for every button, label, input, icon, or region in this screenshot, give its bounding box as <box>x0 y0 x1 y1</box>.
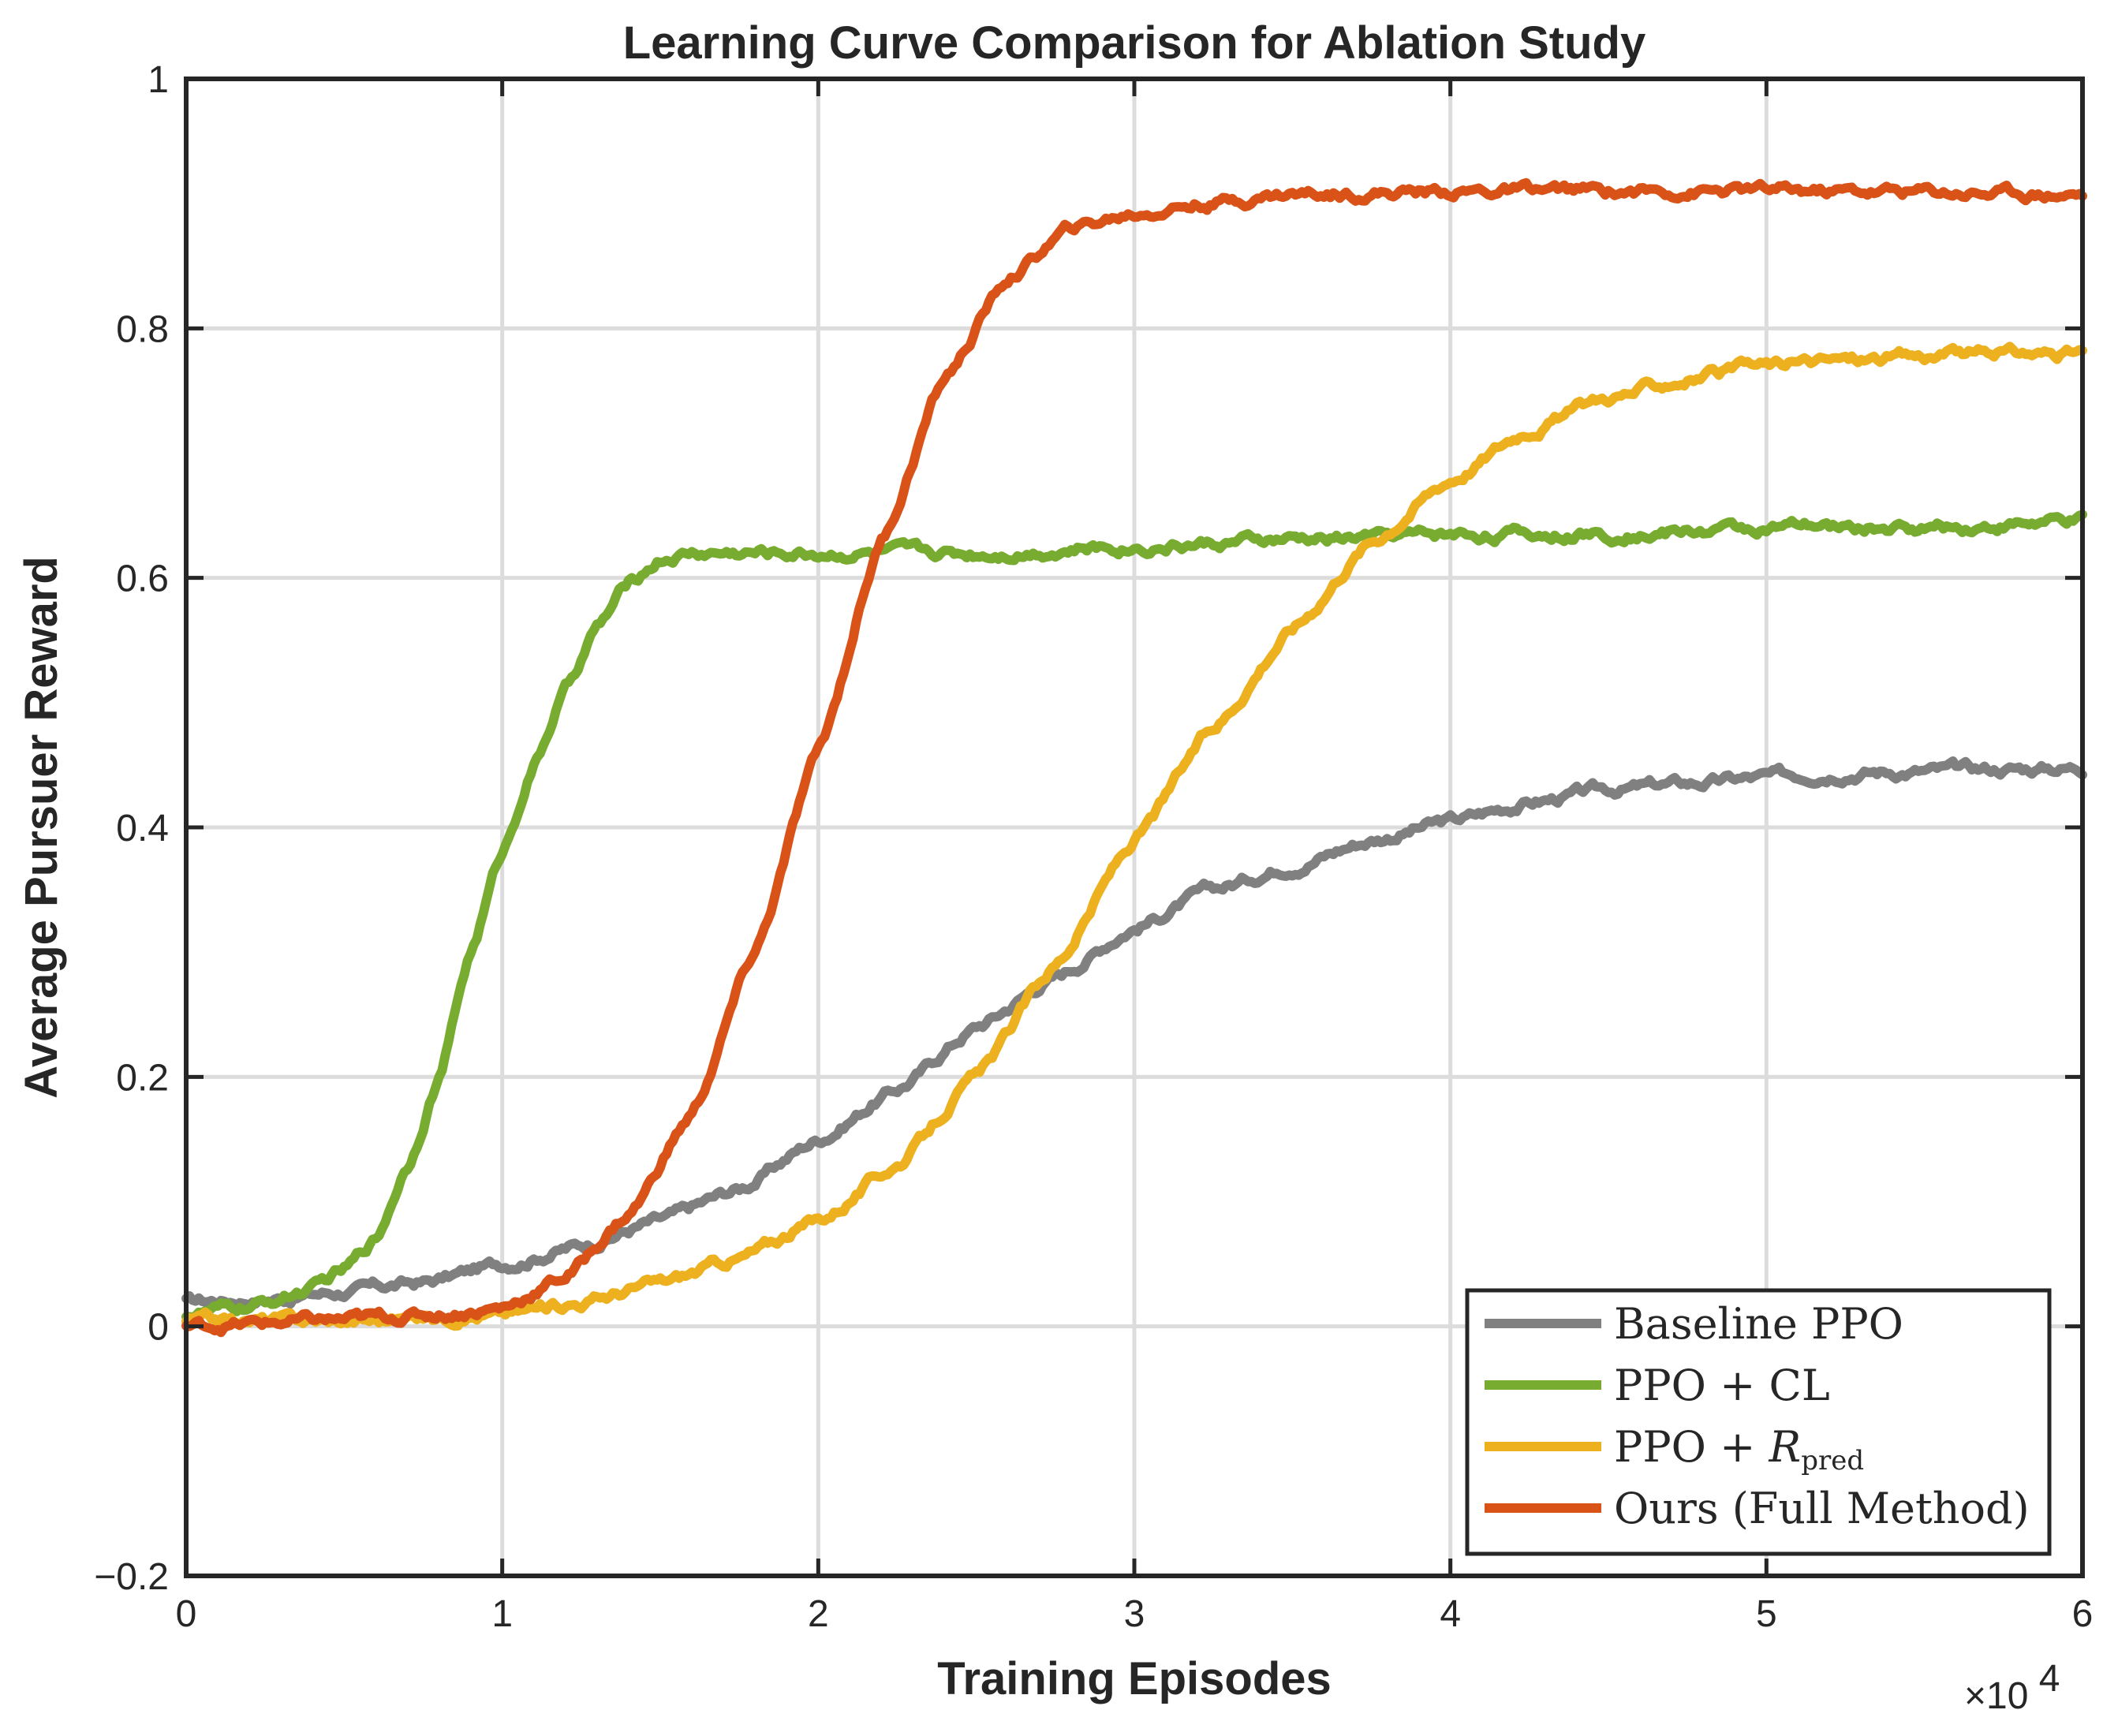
legend-label-text: PPO + <box>1614 1422 1769 1472</box>
x-tick-label: 4 <box>1440 1593 1461 1635</box>
legend-label-subscript: pred <box>1801 1445 1864 1477</box>
x-axis-multiplier-exponent: 4 <box>2039 1658 2060 1700</box>
x-tick-label: 2 <box>808 1593 829 1635</box>
y-tick-label: 0 <box>148 1307 169 1349</box>
legend-label-text: Ours (Full Method) <box>1614 1484 2030 1533</box>
x-axis-multiplier-base: ×10 <box>1964 1675 2028 1717</box>
legend-label: Baseline PPO <box>1614 1299 1903 1349</box>
x-tick-label: 5 <box>1756 1593 1777 1635</box>
y-tick-label: 0.6 <box>116 558 169 600</box>
y-tick-label: 0.8 <box>116 308 169 350</box>
x-tick-label: 1 <box>491 1593 513 1635</box>
series-line <box>181 177 2087 1338</box>
x-axis-label: Training Episodes <box>937 1653 1332 1704</box>
y-tick-label: 0.2 <box>116 1057 169 1099</box>
y-axis-label: Average Pursuer Reward <box>16 556 67 1099</box>
y-tick-label: 0.4 <box>116 808 169 849</box>
legend-label: PPO + Rpred <box>1614 1422 1864 1477</box>
series-line <box>181 510 2087 1323</box>
x-tick-label: 0 <box>176 1593 197 1635</box>
x-tick-label: 6 <box>2072 1593 2094 1635</box>
series-lines <box>181 177 2087 1338</box>
legend-label-text: Baseline PPO <box>1614 1299 1903 1349</box>
legend-label-text: PPO + <box>1614 1361 1769 1410</box>
y-tick-label: 1 <box>148 59 169 101</box>
legend-label: PPO + CL <box>1614 1361 1830 1410</box>
y-tick-label: −0.2 <box>94 1556 169 1598</box>
chart-title: Learning Curve Comparison for Ablation S… <box>623 17 1646 69</box>
legend-label-suffix: CL <box>1769 1361 1830 1410</box>
legend-label-suffix: R <box>1769 1422 1802 1472</box>
legend-label: Ours (Full Method) <box>1614 1484 2030 1533</box>
x-tick-label: 3 <box>1124 1593 1145 1635</box>
axis-ticks: 0 1 2 3 4 5 6−0.200.20.40.60.81 <box>94 59 2093 1635</box>
series-line <box>181 756 2087 1312</box>
x-axis-multiplier: ×10 4 <box>1964 1658 2060 1717</box>
